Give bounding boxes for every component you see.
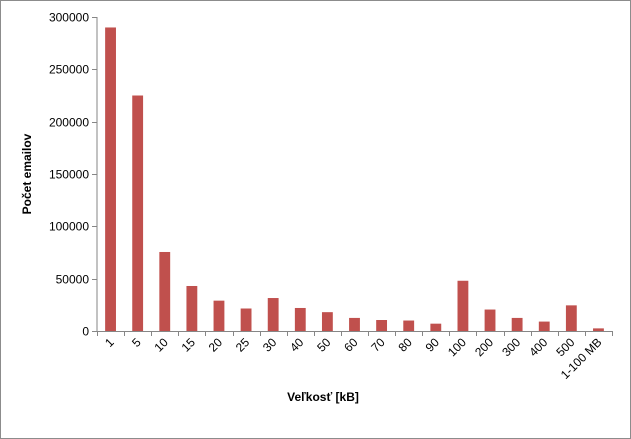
- x-tick-label: 1: [102, 335, 117, 350]
- x-tick-label: 100: [445, 335, 469, 359]
- y-tick-label: 150000: [49, 168, 89, 182]
- bar-15: [186, 285, 198, 331]
- bar-5: [132, 95, 144, 331]
- bar-60: [349, 317, 360, 331]
- x-tick-label: 15: [179, 335, 199, 355]
- y-tick-label: 300000: [49, 11, 89, 25]
- bar-80: [403, 320, 415, 331]
- x-tick-label: 80: [395, 335, 415, 355]
- bar-40: [294, 307, 306, 331]
- bar-100: [457, 280, 469, 331]
- x-tick-label: 10: [152, 335, 172, 355]
- y-tick-label: 0: [82, 325, 89, 339]
- x-axis-title: Veľkosť [kB]: [287, 390, 359, 404]
- bar-series: [105, 27, 604, 331]
- bar-400: [538, 321, 550, 331]
- x-tick-label: 60: [341, 335, 361, 355]
- bar-70: [376, 320, 388, 331]
- x-tick-label: 70: [368, 335, 388, 355]
- bar-200: [484, 309, 496, 331]
- x-tick-label: 400: [526, 335, 550, 359]
- bar-1-100MB: [593, 328, 604, 331]
- bar-30: [267, 298, 279, 331]
- y-axis: 0 50000 100000 150000 200000 250000 300000: [49, 11, 98, 339]
- x-axis: 1 5 10 15 20 25 30 40 50 60 70 80 90 100 200 300 400 5001…: [97, 331, 613, 382]
- y-tick-label: 200000: [49, 116, 89, 130]
- x-tick-label: 90: [423, 335, 443, 355]
- x-tick-label: 50: [314, 335, 334, 355]
- bar-20: [213, 300, 225, 331]
- bar-500: [565, 305, 577, 331]
- x-tick-label: 300: [499, 335, 523, 359]
- x-tick-label: 30: [260, 335, 280, 355]
- bar-90: [430, 323, 442, 331]
- x-tick-label: 25: [233, 335, 253, 355]
- y-tick-label: 100000: [49, 220, 89, 234]
- x-tick-label: 5: [129, 335, 144, 350]
- x-tick-label: 40: [287, 335, 307, 355]
- x-tick-label: 200: [472, 335, 496, 359]
- y-tick-label: 250000: [49, 63, 89, 77]
- bar-1: [105, 27, 116, 331]
- bar-25: [240, 308, 252, 331]
- y-axis-title: Počet emailov: [20, 133, 34, 214]
- y-tick-label: 50000: [56, 273, 90, 287]
- x-tick-label: 20: [206, 335, 226, 355]
- bar-50: [321, 312, 333, 331]
- bar-300: [511, 317, 523, 331]
- bar-10: [159, 251, 171, 331]
